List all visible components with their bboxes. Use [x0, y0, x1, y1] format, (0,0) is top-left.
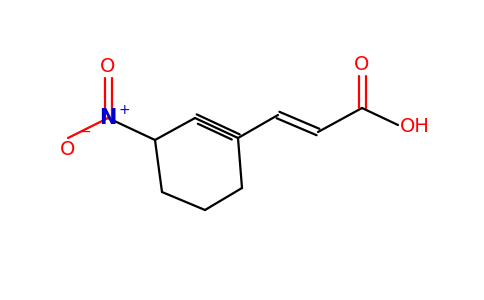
- Text: OH: OH: [400, 118, 430, 136]
- Text: +: +: [118, 103, 130, 117]
- Text: O: O: [354, 55, 370, 74]
- Text: −: −: [80, 125, 91, 139]
- Text: N: N: [99, 108, 117, 128]
- Text: O: O: [60, 140, 76, 159]
- Text: O: O: [100, 57, 116, 76]
